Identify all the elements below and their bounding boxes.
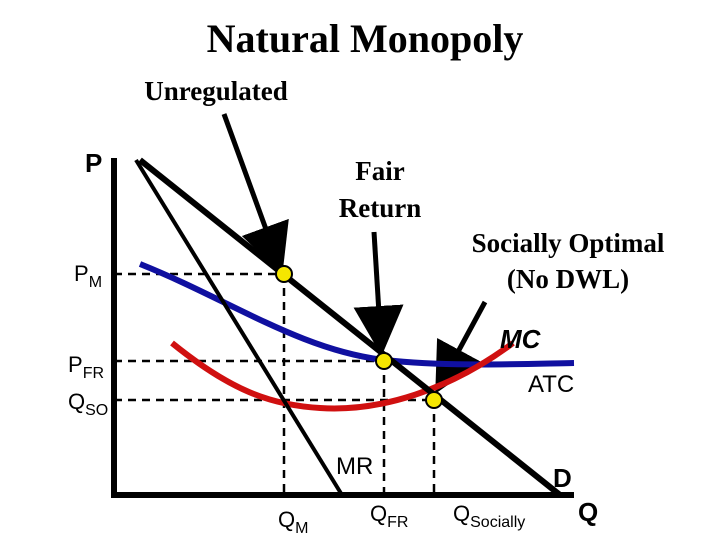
label-qso: QSO [68, 389, 108, 419]
label-demand: D [553, 463, 572, 493]
arrow-unregulated [221, 113, 289, 275]
annotation-fair-return-line2: Return [339, 193, 422, 223]
annotation-socially-optimal-line2: (No DWL) [507, 264, 629, 294]
label-qsocially: QSocially [453, 501, 525, 531]
mc-curve [170, 340, 515, 412]
label-qm: QM [278, 507, 308, 537]
label-mr: MR [336, 453, 373, 480]
label-atc: ATC [528, 371, 574, 398]
arrow-socially-optimal [435, 300, 488, 394]
point-monopoly [275, 265, 293, 283]
x-axis-label: Q [578, 497, 598, 527]
y-axis-label: P [85, 148, 102, 178]
marginal-revenue-curve [134, 158, 344, 497]
label-pm: PM [74, 261, 102, 291]
annotation-fair-return-line1: Fair [355, 156, 404, 186]
label-qfr: QFR [370, 501, 408, 531]
label-pfr: PFR [68, 352, 104, 382]
annotation-unregulated: Unregulated [144, 76, 288, 106]
point-fair-return [375, 352, 393, 370]
label-mc: MC [500, 324, 542, 354]
diagram-title: Natural Monopoly [207, 16, 524, 61]
point-socially-optimal [425, 391, 443, 409]
annotation-socially-optimal-line1: Socially Optimal [472, 228, 665, 258]
demand-curve [138, 157, 562, 498]
arrow-fair-return [353, 231, 404, 356]
